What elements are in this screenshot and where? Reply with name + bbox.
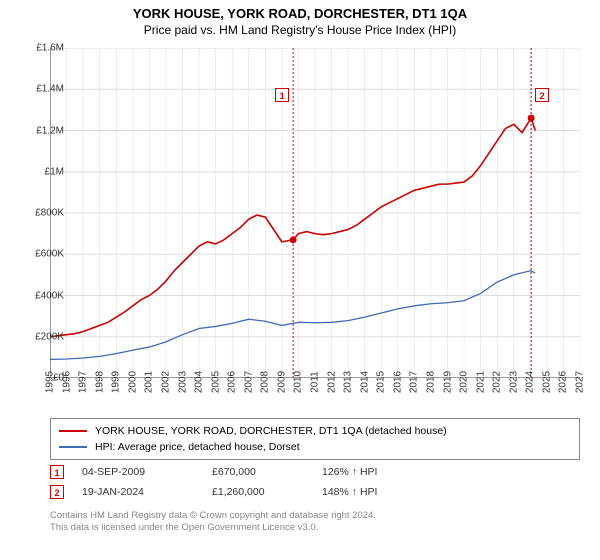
y-tick-label: £1M bbox=[24, 166, 64, 177]
x-tick-label: 2004 bbox=[194, 371, 205, 393]
x-tick-label: 2006 bbox=[227, 371, 238, 393]
x-tick-label: 2010 bbox=[293, 371, 304, 393]
x-tick-label: 2025 bbox=[541, 371, 552, 393]
x-tick-label: 2021 bbox=[475, 371, 486, 393]
x-tick-label: 1996 bbox=[61, 371, 72, 393]
y-tick-label: £1.2M bbox=[24, 125, 64, 136]
x-tick-label: 2001 bbox=[144, 371, 155, 393]
x-tick-label: 2007 bbox=[243, 371, 254, 393]
x-tick-label: 2016 bbox=[392, 371, 403, 393]
y-tick-label: £1.4M bbox=[24, 84, 64, 95]
x-tick-label: 2017 bbox=[409, 371, 420, 393]
x-tick-label: 2027 bbox=[575, 371, 586, 393]
chart-area bbox=[50, 48, 580, 378]
x-tick-label: 1998 bbox=[94, 371, 105, 393]
chart-marker-1: 1 bbox=[275, 88, 289, 102]
x-tick-label: 1999 bbox=[111, 371, 122, 393]
x-tick-label: 1997 bbox=[78, 371, 89, 393]
sales-table: 1 04-SEP-2009 £670,000 126% ↑ HPI 2 19-J… bbox=[50, 462, 422, 502]
x-tick-label: 2018 bbox=[425, 371, 436, 393]
plot-svg bbox=[50, 48, 580, 378]
x-tick-label: 2024 bbox=[525, 371, 536, 393]
chart-marker-2: 2 bbox=[535, 88, 549, 102]
x-tick-label: 2014 bbox=[359, 371, 370, 393]
x-tick-label: 2012 bbox=[326, 371, 337, 393]
x-tick-label: 2009 bbox=[276, 371, 287, 393]
legend-item: HPI: Average price, detached house, Dors… bbox=[59, 439, 571, 455]
sale-marker: 2 bbox=[50, 485, 64, 499]
y-tick-label: £800K bbox=[24, 208, 64, 219]
x-tick-label: 2000 bbox=[127, 371, 138, 393]
sale-date: 19-JAN-2024 bbox=[82, 486, 212, 498]
x-tick-label: 2015 bbox=[376, 371, 387, 393]
chart-title: YORK HOUSE, YORK ROAD, DORCHESTER, DT1 1… bbox=[0, 0, 600, 21]
x-tick-label: 2020 bbox=[459, 371, 470, 393]
x-tick-label: 2023 bbox=[508, 371, 519, 393]
legend-swatch bbox=[59, 430, 87, 432]
x-tick-label: 1995 bbox=[45, 371, 56, 393]
y-tick-label: £600K bbox=[24, 249, 64, 260]
x-tick-label: 2026 bbox=[558, 371, 569, 393]
sale-date: 04-SEP-2009 bbox=[82, 466, 212, 478]
x-tick-label: 2011 bbox=[310, 371, 321, 393]
sale-price: £1,260,000 bbox=[212, 486, 322, 498]
y-tick-label: £400K bbox=[24, 290, 64, 301]
x-tick-label: 2003 bbox=[177, 371, 188, 393]
legend-swatch bbox=[59, 446, 87, 448]
x-tick-label: 2002 bbox=[160, 371, 171, 393]
footer-attribution: Contains HM Land Registry data © Crown c… bbox=[50, 510, 376, 535]
sales-row: 2 19-JAN-2024 £1,260,000 148% ↑ HPI bbox=[50, 482, 422, 502]
x-tick-label: 2019 bbox=[442, 371, 453, 393]
x-tick-label: 2013 bbox=[343, 371, 354, 393]
x-tick-label: 2005 bbox=[210, 371, 221, 393]
y-tick-label: £200K bbox=[24, 331, 64, 342]
sale-marker: 1 bbox=[50, 465, 64, 479]
chart-container: YORK HOUSE, YORK ROAD, DORCHESTER, DT1 1… bbox=[0, 0, 600, 560]
footer-line2: This data is licensed under the Open Gov… bbox=[50, 522, 376, 534]
legend-label: HPI: Average price, detached house, Dors… bbox=[95, 441, 300, 453]
sale-pct: 148% ↑ HPI bbox=[322, 486, 422, 498]
footer-line1: Contains HM Land Registry data © Crown c… bbox=[50, 510, 376, 522]
y-tick-label: £1.6M bbox=[24, 43, 64, 54]
x-tick-label: 2022 bbox=[492, 371, 503, 393]
legend: YORK HOUSE, YORK ROAD, DORCHESTER, DT1 1… bbox=[50, 418, 580, 460]
sale-price: £670,000 bbox=[212, 466, 322, 478]
chart-subtitle: Price paid vs. HM Land Registry's House … bbox=[0, 21, 600, 37]
sale-pct: 126% ↑ HPI bbox=[322, 466, 422, 478]
x-tick-label: 2008 bbox=[260, 371, 271, 393]
legend-label: YORK HOUSE, YORK ROAD, DORCHESTER, DT1 1… bbox=[95, 425, 447, 437]
sales-row: 1 04-SEP-2009 £670,000 126% ↑ HPI bbox=[50, 462, 422, 482]
legend-item: YORK HOUSE, YORK ROAD, DORCHESTER, DT1 1… bbox=[59, 423, 571, 439]
